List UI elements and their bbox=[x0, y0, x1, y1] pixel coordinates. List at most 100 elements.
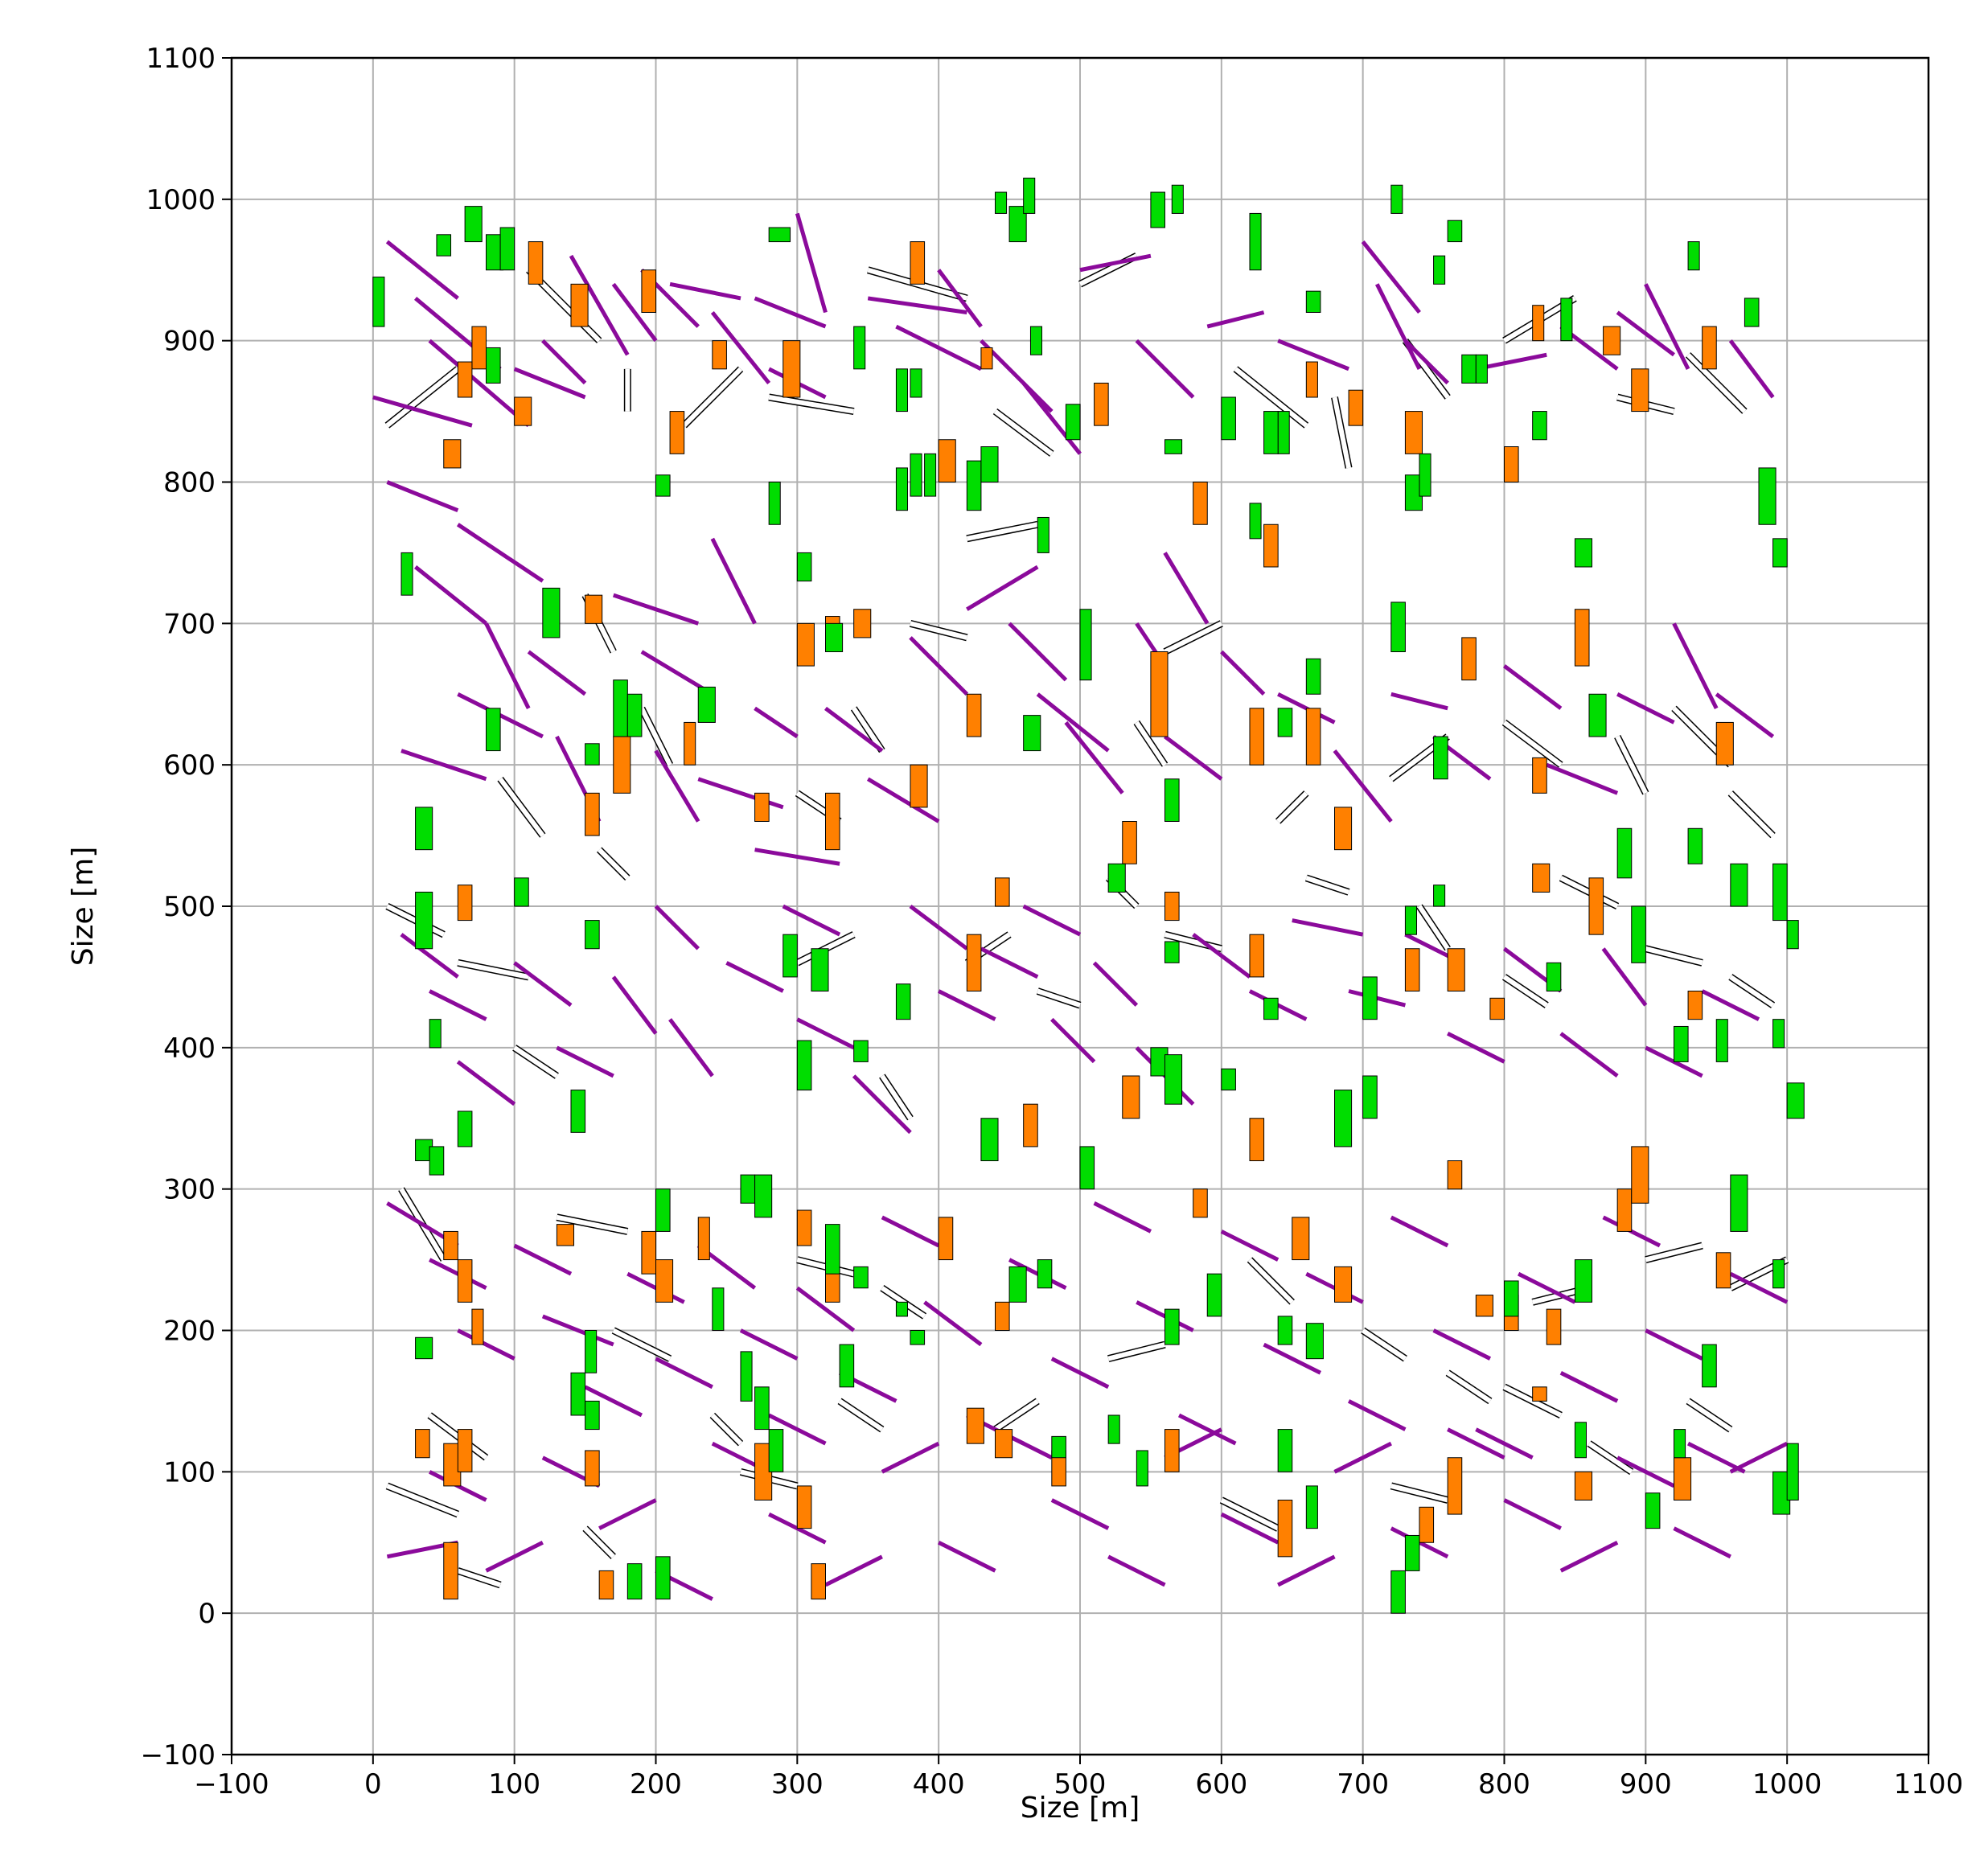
orange-rect bbox=[1546, 1308, 1562, 1345]
segment-line bbox=[980, 946, 1039, 979]
segment-line bbox=[513, 1243, 573, 1276]
orange-rect bbox=[995, 1301, 1010, 1332]
orange-rect bbox=[1249, 1118, 1265, 1161]
green-rect bbox=[1362, 1075, 1378, 1119]
green-rect bbox=[1305, 290, 1321, 313]
green-rect bbox=[613, 679, 628, 737]
segment-line bbox=[1163, 552, 1210, 625]
green-rect bbox=[415, 891, 433, 950]
segment-line bbox=[1220, 1512, 1279, 1545]
white-strip bbox=[1362, 1328, 1407, 1361]
segment-line bbox=[909, 904, 968, 950]
orange-rect bbox=[669, 411, 685, 454]
white-strip bbox=[1502, 720, 1563, 767]
orange-rect bbox=[1715, 1252, 1731, 1289]
orange-rect bbox=[1164, 891, 1180, 922]
green-rect bbox=[570, 1372, 586, 1416]
white-strip bbox=[993, 409, 1054, 456]
segment-line bbox=[1206, 310, 1265, 329]
segment-line bbox=[881, 1215, 940, 1248]
orange-rect bbox=[1616, 1188, 1633, 1232]
green-rect bbox=[1461, 354, 1477, 384]
green-rect bbox=[1715, 1019, 1728, 1062]
green-rect bbox=[415, 1336, 433, 1360]
segment-line bbox=[1616, 1455, 1675, 1488]
green-rect bbox=[1390, 601, 1406, 652]
segment-line bbox=[400, 933, 459, 979]
segment-line bbox=[1517, 1271, 1576, 1304]
orange-rect bbox=[1715, 721, 1734, 766]
green-rect bbox=[1447, 220, 1463, 243]
white-strip bbox=[1729, 975, 1775, 1008]
segment-line bbox=[966, 564, 1039, 611]
segment-line bbox=[739, 1328, 799, 1361]
segment-line bbox=[1107, 1554, 1166, 1587]
green-rect bbox=[1786, 920, 1799, 950]
green-rect bbox=[1390, 184, 1403, 214]
y-tick-label: 1000 bbox=[146, 184, 216, 216]
orange-rect bbox=[641, 269, 657, 313]
green-rect bbox=[400, 552, 413, 596]
green-rect bbox=[796, 1040, 812, 1091]
orange-rect bbox=[825, 792, 840, 851]
orange-rect bbox=[1122, 821, 1137, 864]
green-rect bbox=[1334, 1090, 1353, 1147]
green-rect-layer bbox=[372, 177, 1805, 1614]
orange-rect bbox=[853, 609, 872, 638]
segment-line bbox=[654, 749, 700, 823]
green-rect bbox=[1263, 411, 1279, 454]
green-rect bbox=[1588, 693, 1607, 737]
green-rect bbox=[1164, 1308, 1180, 1345]
orange-rect bbox=[457, 885, 473, 922]
segment-line bbox=[611, 975, 658, 1035]
segment-line bbox=[1390, 1215, 1449, 1248]
green-rect bbox=[585, 1330, 598, 1373]
green-rect bbox=[1433, 885, 1446, 907]
x-tick-label: 500 bbox=[1054, 1768, 1107, 1800]
green-rect bbox=[712, 1287, 725, 1331]
orange-rect bbox=[684, 721, 696, 766]
segment-line bbox=[1672, 622, 1719, 709]
white-strip bbox=[768, 395, 855, 414]
segment-line bbox=[1432, 1328, 1492, 1361]
green-rect bbox=[825, 1224, 840, 1275]
green-rect bbox=[768, 482, 781, 525]
green-rect bbox=[655, 1188, 671, 1232]
green-rect bbox=[1150, 191, 1165, 228]
white-strip bbox=[556, 1214, 628, 1234]
green-rect bbox=[1206, 1273, 1222, 1317]
white-strip bbox=[838, 1398, 884, 1432]
segment-line bbox=[1673, 1526, 1731, 1559]
segment-line bbox=[1164, 734, 1223, 781]
segment-line bbox=[1559, 1541, 1619, 1573]
orange-rect-layer bbox=[415, 241, 1734, 1600]
green-rect bbox=[1730, 863, 1748, 907]
segment-layer bbox=[372, 212, 1789, 1601]
segment-line bbox=[513, 367, 586, 400]
green-rect bbox=[924, 453, 937, 497]
white-strip bbox=[1686, 1398, 1732, 1432]
orange-rect bbox=[966, 693, 982, 737]
y-tick-label: −100 bbox=[141, 1739, 216, 1771]
segment-line bbox=[1475, 352, 1547, 372]
green-rect bbox=[811, 948, 829, 991]
orange-rect bbox=[585, 1450, 600, 1487]
y-tick-label: 200 bbox=[163, 1316, 216, 1348]
segment-line bbox=[1277, 1554, 1336, 1587]
green-rect bbox=[1221, 1068, 1236, 1091]
y-tick-label: 1100 bbox=[146, 43, 216, 75]
segment-line bbox=[1503, 664, 1563, 710]
segment-line bbox=[824, 1554, 883, 1587]
white-strip bbox=[1645, 1243, 1703, 1262]
segment-line bbox=[456, 1060, 516, 1106]
segment-line bbox=[668, 1018, 714, 1078]
green-rect bbox=[754, 1386, 770, 1431]
orange-rect bbox=[585, 594, 603, 624]
segment-line bbox=[1375, 283, 1422, 370]
white-strip bbox=[583, 1526, 615, 1558]
green-rect bbox=[895, 1301, 908, 1317]
orange-rect bbox=[613, 736, 631, 794]
segment-line bbox=[385, 240, 459, 300]
segment-line bbox=[1729, 1441, 1789, 1474]
